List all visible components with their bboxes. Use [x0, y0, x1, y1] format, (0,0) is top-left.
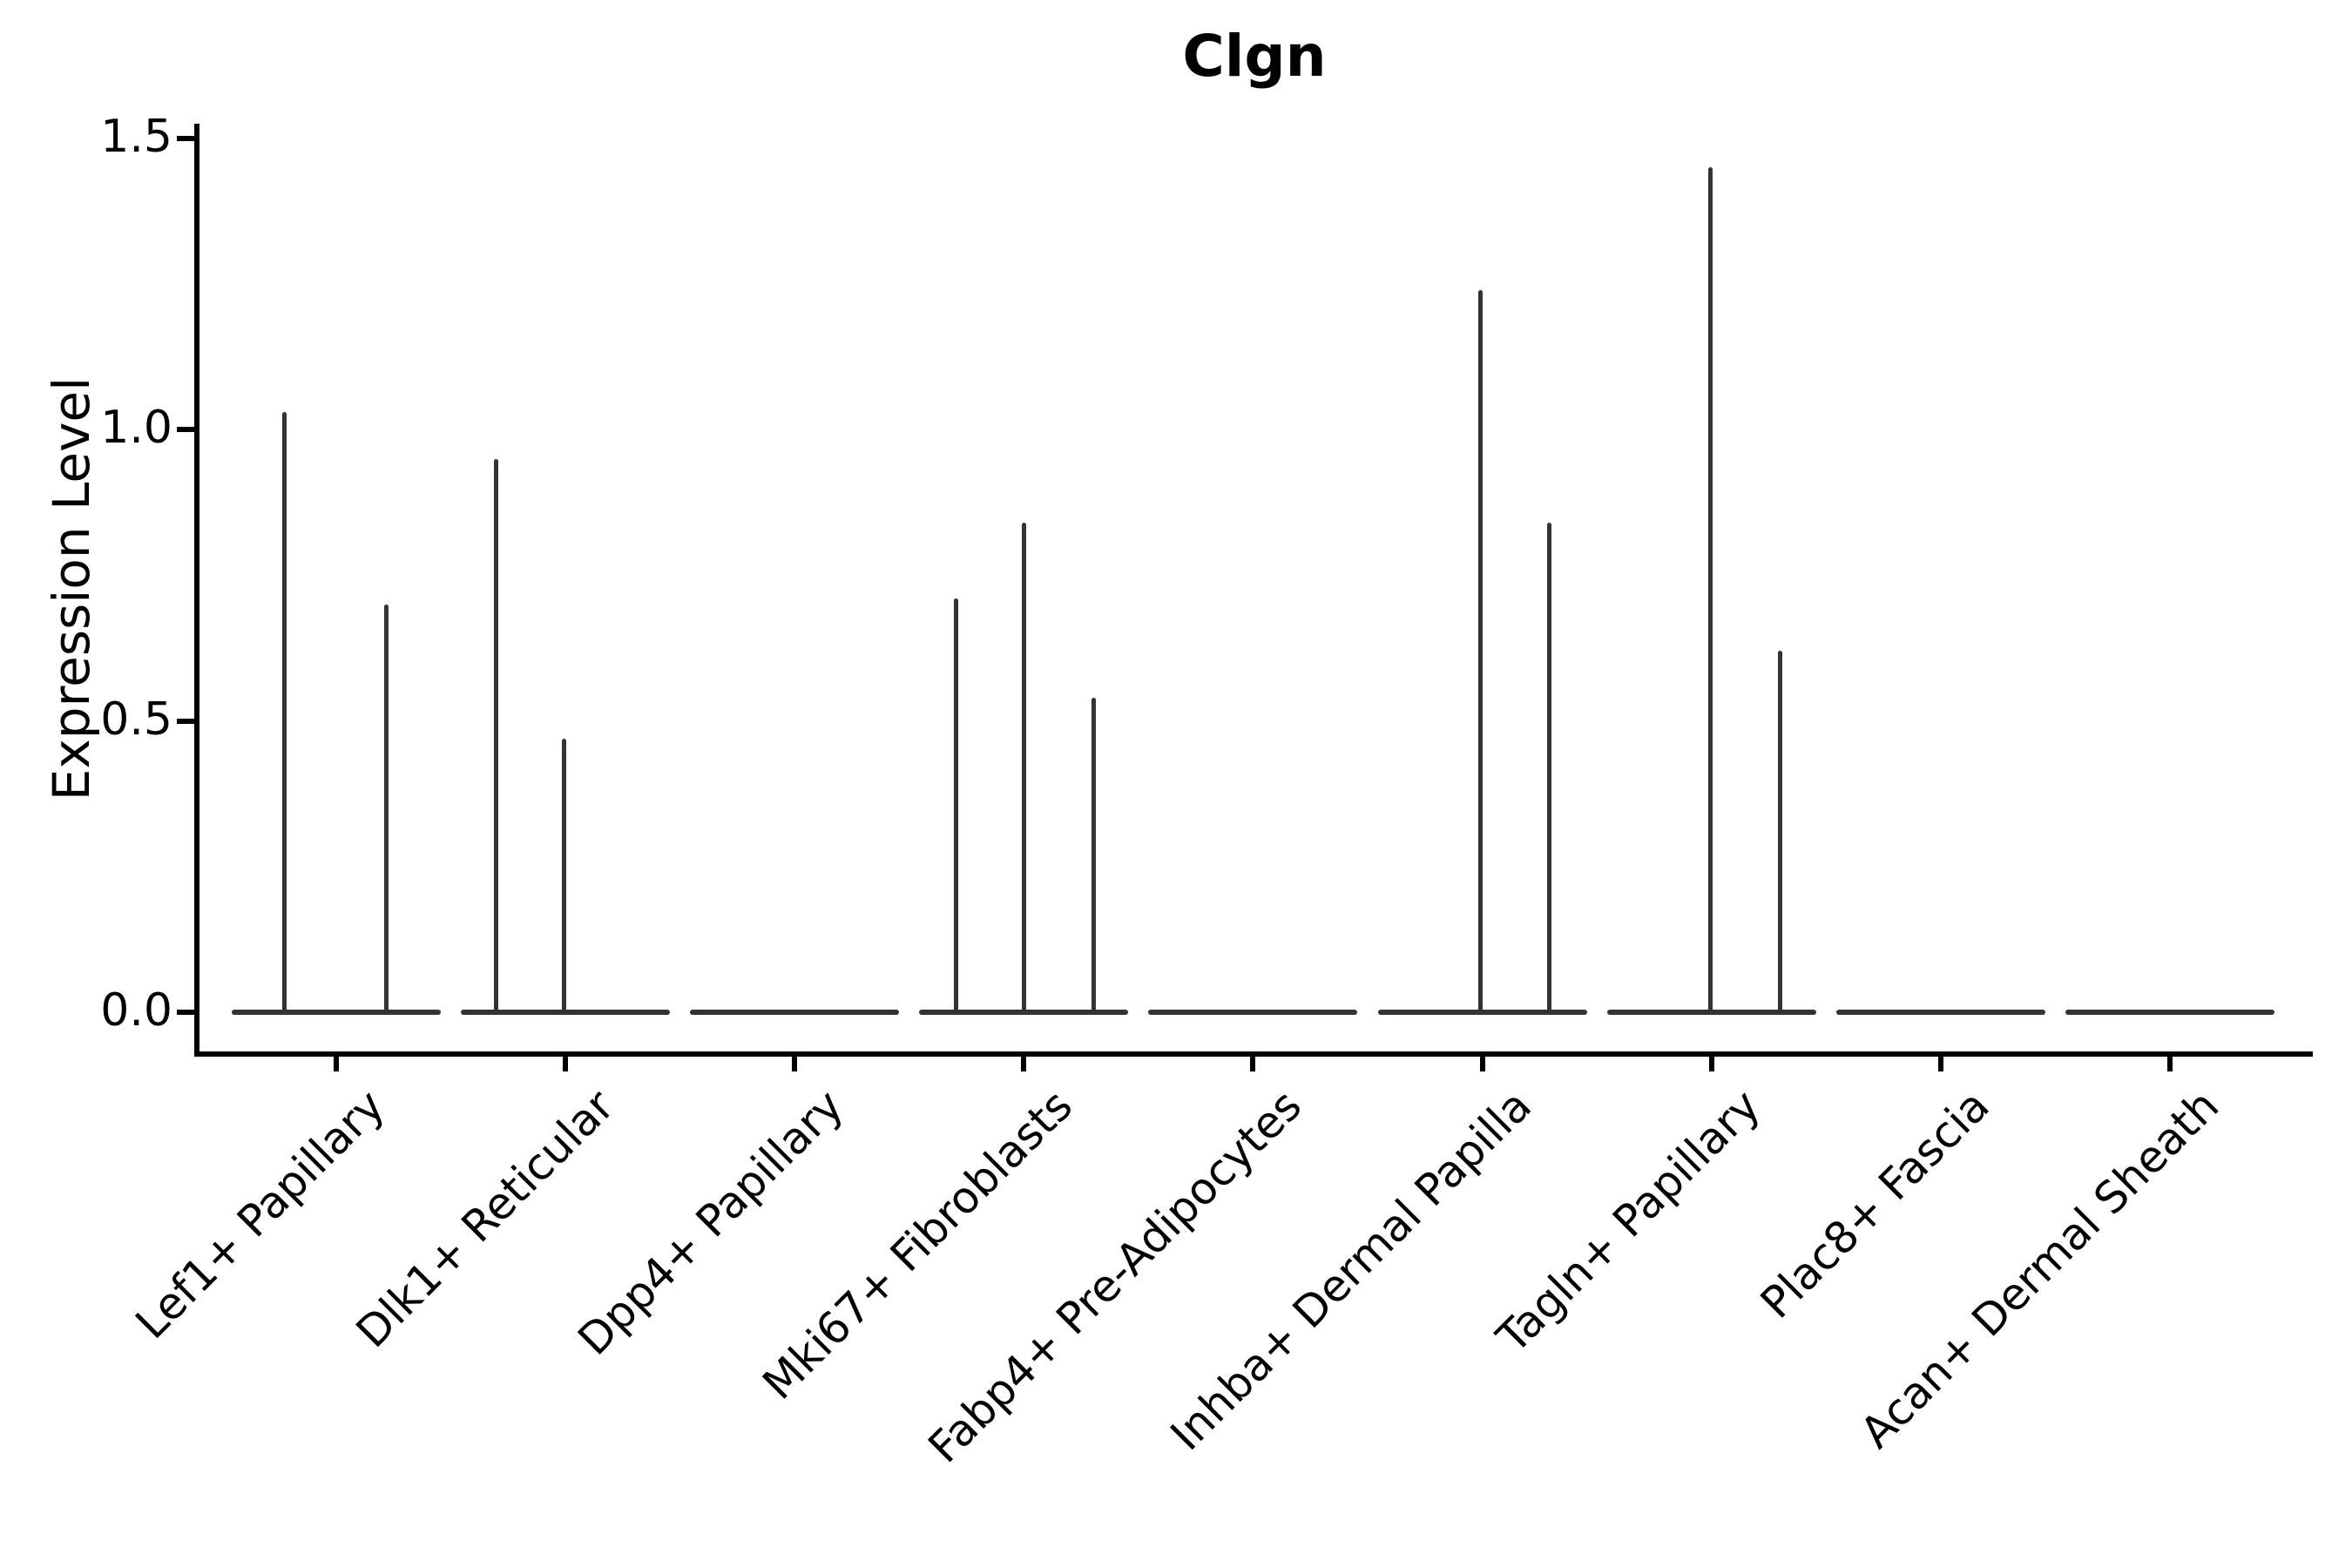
- y-axis-tick-label: 1.0: [100, 402, 172, 455]
- y-axis-tick: [177, 427, 194, 433]
- violin-density-spike: [1778, 651, 1783, 1012]
- violin-density-spike: [561, 738, 566, 1012]
- violin-density-spike: [493, 458, 498, 1012]
- y-axis-tick-label: 0.0: [100, 984, 172, 1037]
- violin-baseline: [461, 1010, 671, 1015]
- violin-density-spike: [383, 604, 389, 1012]
- violin-baseline: [1606, 1010, 1816, 1015]
- violin-baseline: [919, 1010, 1129, 1015]
- violin-density-spike: [1021, 523, 1026, 1012]
- violin-baseline: [1148, 1010, 1358, 1015]
- violin-density-spike: [1091, 697, 1096, 1012]
- y-axis-tick-label: 0.5: [100, 693, 172, 746]
- x-axis-tick: [1479, 1057, 1485, 1071]
- chart-title: Clgn: [1182, 23, 1327, 90]
- x-axis-tick: [792, 1057, 798, 1071]
- violin-density-spike: [1708, 167, 1713, 1012]
- x-axis-spine: [194, 1051, 2313, 1057]
- x-axis-tick: [1021, 1057, 1027, 1071]
- violin-baseline: [232, 1010, 441, 1015]
- violin-baseline: [1377, 1010, 1587, 1015]
- x-axis-tick: [2166, 1057, 2173, 1071]
- y-axis-tick-label: 1.5: [100, 111, 172, 164]
- violin-baseline: [1835, 1010, 2045, 1015]
- violin-baseline: [2065, 1010, 2274, 1015]
- violin-baseline: [690, 1010, 900, 1015]
- violin-density-spike: [1478, 289, 1483, 1012]
- x-axis-tick: [1937, 1057, 1943, 1071]
- y-axis-tick: [177, 718, 194, 724]
- violin-density-spike: [1547, 523, 1551, 1012]
- y-axis-label: Expression Level: [42, 376, 101, 801]
- x-axis-tick: [563, 1057, 569, 1071]
- y-axis-spine: [194, 124, 199, 1057]
- x-axis-category-label: Plac8+ Fascia: [1750, 1080, 1999, 1328]
- x-axis-tick: [334, 1057, 339, 1071]
- violin-density-spike: [281, 412, 287, 1012]
- x-axis-category-label: Lef1+ Papillary: [125, 1080, 395, 1349]
- x-axis-tick: [1708, 1057, 1714, 1071]
- y-axis-tick: [177, 1010, 194, 1015]
- y-axis-tick: [177, 135, 194, 141]
- violin-density-spike: [953, 598, 958, 1012]
- x-axis-category-label: Fabp4+ Pre-Adipocytes: [918, 1080, 1312, 1473]
- x-axis-tick: [1250, 1057, 1256, 1071]
